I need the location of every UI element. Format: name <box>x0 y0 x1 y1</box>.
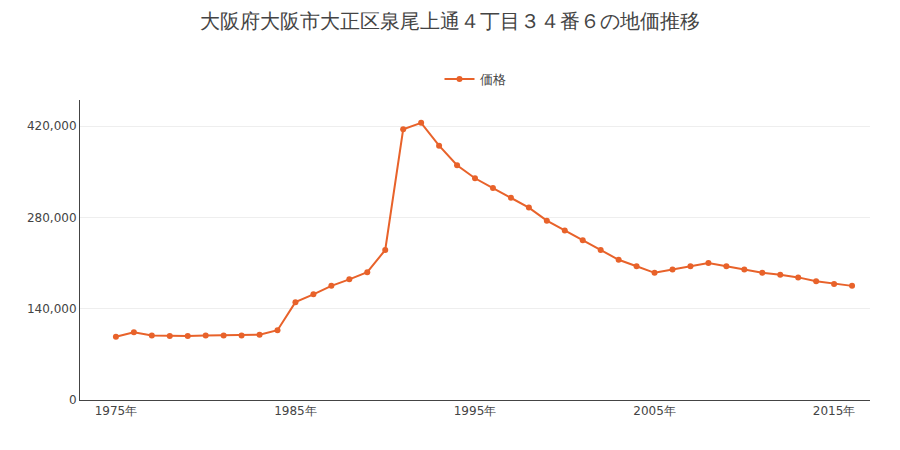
svg-text:140,000: 140,000 <box>27 302 77 316</box>
svg-text:2015年: 2015年 <box>813 404 856 418</box>
svg-text:1995年: 1995年 <box>454 404 497 418</box>
svg-text:0: 0 <box>69 393 77 407</box>
svg-text:420,000: 420,000 <box>27 119 77 133</box>
svg-text:2005年: 2005年 <box>633 404 676 418</box>
svg-text:価格: 価格 <box>480 72 506 87</box>
svg-text:大阪府大阪市大正区泉尾上通４丁目３４番６の地価推移: 大阪府大阪市大正区泉尾上通４丁目３４番６の地価推移 <box>200 9 700 33</box>
svg-text:1975年: 1975年 <box>95 404 138 418</box>
svg-text:1985年: 1985年 <box>274 404 317 418</box>
svg-text:280,000: 280,000 <box>27 211 77 225</box>
